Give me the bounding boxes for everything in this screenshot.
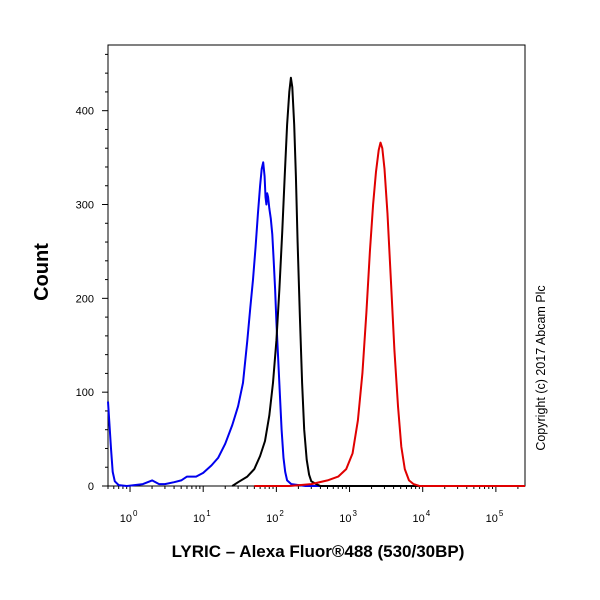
x-tick-label: 10 [412,513,424,525]
y-tick-label: 100 [76,387,94,399]
axes [107,44,526,487]
x-tick-exponent: 3 [353,509,358,518]
x-tick-label: 10 [193,513,205,525]
y-tick-label: 400 [76,106,94,118]
x-tick-base: 10 [412,513,424,525]
histogram-series-3 [254,141,525,487]
histogram-series-2 [231,76,525,487]
x-tick-exponent: 1 [206,509,211,518]
copyright-notice: Copyright (c) 2017 Abcam Plc [534,285,548,450]
x-tick-base: 10 [486,513,498,525]
x-tick-base: 10 [120,513,132,525]
x-tick-exponent: 5 [499,509,504,518]
x-tick-exponent: 0 [133,509,138,518]
x-tick-label: 10 [266,513,278,525]
x-tick-label: 10 [339,513,351,525]
y-axis-ticks: 0 100 200 300 400 [76,53,108,493]
x-tick-label: 10 [120,513,132,525]
x-tick-base: 10 [193,513,205,525]
series-lines [107,76,525,487]
x-axis-ticks: 10 0 10 1 10 2 10 3 10 4 10 5 [107,486,519,525]
x-axis-title: LYRIC – Alexa Fluor®488 (530/30BP) [172,542,465,561]
plot-frame [107,44,526,487]
x-tick-exponent: 4 [426,509,431,518]
x-tick-base: 10 [266,513,278,525]
x-tick-exponent: 2 [279,509,284,518]
x-tick-base: 10 [339,513,351,525]
y-tick-label: 300 [76,200,94,212]
histogram-series-1 [107,161,525,487]
y-tick-label: 200 [76,293,94,305]
x-tick-label: 10 [486,513,498,525]
y-axis-title: Count [31,243,53,301]
y-tick-label: 0 [88,481,94,493]
